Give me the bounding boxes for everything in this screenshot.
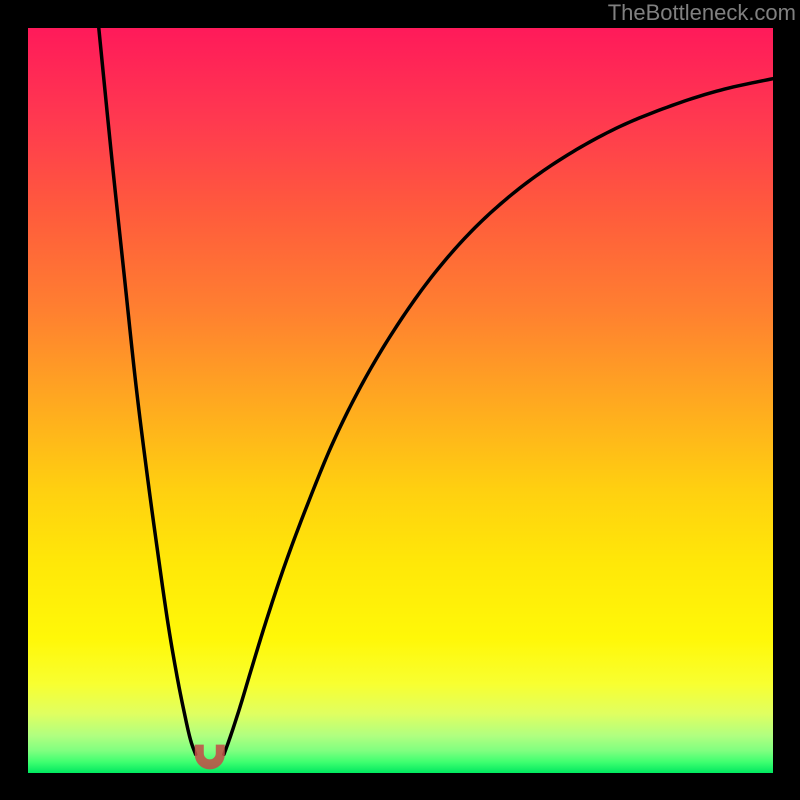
watermark-text: TheBottleneck.com <box>608 0 796 26</box>
chart-container: TheBottleneck.com <box>0 0 800 800</box>
bottleneck-chart <box>0 0 800 800</box>
